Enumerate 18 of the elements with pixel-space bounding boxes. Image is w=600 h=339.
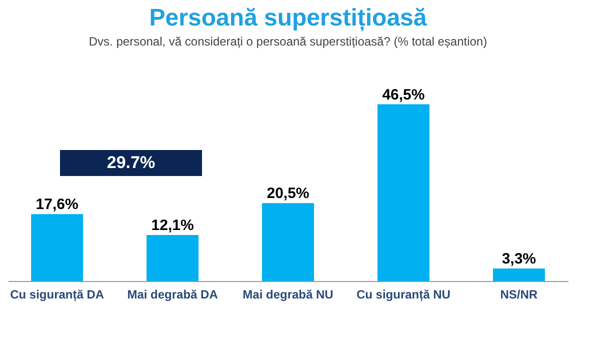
bar xyxy=(31,214,84,281)
x-tick-label: Cu siguranță NU xyxy=(356,288,450,302)
x-tick-label: Cu siguranță DA xyxy=(10,288,104,302)
data-label: 17,6% xyxy=(36,196,78,214)
chart-title: Persoană superstițioasă xyxy=(149,4,428,32)
data-label: 3,3% xyxy=(502,250,536,268)
chart-subtitle: Dvs. personal, vă considerați o persoană superstițioasă? (% total eșantion) xyxy=(88,34,488,48)
x-tick-label: Mai degrabă NU xyxy=(242,288,334,302)
bar xyxy=(146,235,199,281)
x-tick-label: Mai degrabă DA xyxy=(127,288,218,302)
bar xyxy=(262,203,314,281)
note-box: 29.7% xyxy=(60,150,202,176)
data-label: 20,5% xyxy=(266,185,310,202)
bar xyxy=(377,104,430,281)
data-label: 46,5% xyxy=(382,86,425,104)
data-label: 12,1% xyxy=(151,217,194,234)
bar xyxy=(492,268,545,281)
x-tick-label: NS/NR xyxy=(500,288,538,302)
